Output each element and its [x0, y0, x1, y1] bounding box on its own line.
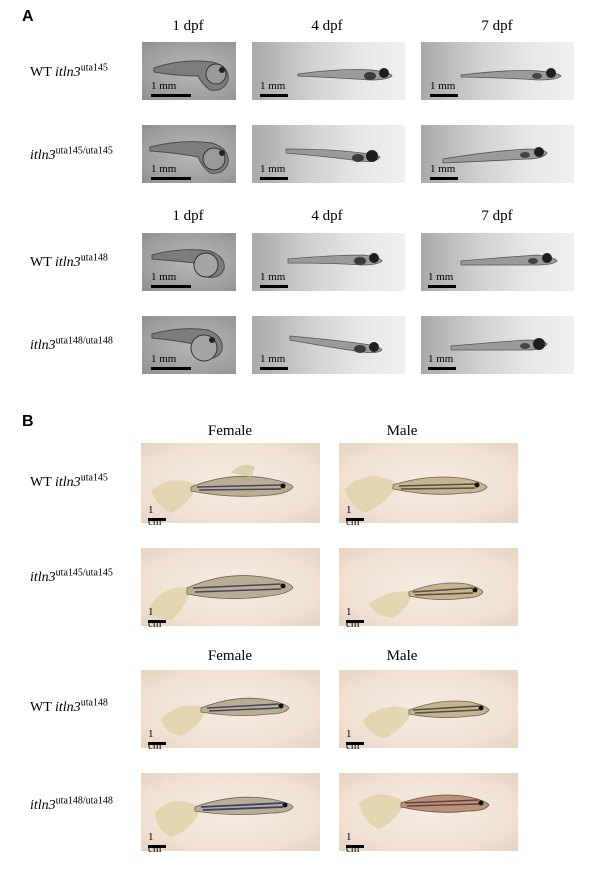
embryo-image-mut148-1dpf — [142, 316, 236, 374]
larva-image-mut148-7dpf — [421, 316, 574, 374]
scale-bar-a11: 1 mm — [260, 353, 288, 370]
panel-a-letter: A — [22, 8, 34, 25]
scale-bar-a7: 1 mm — [151, 271, 191, 288]
larva-image-mut145-4dpf — [252, 125, 405, 183]
scale-bar-b5: 1 cm — [148, 728, 166, 752]
col-label-4dpf: 4 dpf — [311, 18, 343, 34]
scale-bar-a5: 1 mm — [260, 163, 288, 180]
scale-bar-a8: 1 mm — [260, 271, 288, 288]
fish-image-wt148-female — [141, 670, 320, 748]
scale-bar-a1: 1 mm — [151, 80, 191, 97]
col-label-7dpf: 7 dpf — [481, 18, 513, 34]
col-label-7dpf-2: 7 dpf — [481, 208, 513, 224]
scale-bar-b2: 1 cm — [346, 504, 364, 528]
scale-bar-a10: 1 mm — [151, 353, 191, 370]
scale-bar-b8: 1 cm — [346, 831, 364, 855]
embryo-image-mut145-1dpf — [142, 125, 236, 183]
scale-bar-a6: 1 mm — [430, 163, 458, 180]
fish-image-mut145-female — [141, 548, 320, 626]
col-label-male-2: Male — [386, 648, 418, 664]
row-label-a-wt148: WT itln3uta148 — [30, 252, 108, 270]
fish-image-wt145-female — [141, 443, 320, 523]
row-label-b-wt148: WT itln3uta148 — [30, 697, 108, 715]
fish-image-mut145-male — [339, 548, 518, 626]
row-label-a-mut148: itln3uta148/uta148 — [30, 335, 113, 353]
larva-image-wt148-7dpf — [421, 233, 574, 291]
col-label-male: Male — [386, 423, 418, 439]
scale-bar-a2: 1 mm — [260, 80, 288, 97]
col-label-female-2: Female — [207, 648, 253, 664]
scale-bar-b7: 1 cm — [148, 831, 166, 855]
col-label-female: Female — [207, 423, 253, 439]
col-label-1dpf-2: 1 dpf — [172, 208, 204, 224]
panel-b-letter: B — [22, 413, 34, 430]
row-label-a-mut145: itln3uta145/uta145 — [30, 145, 113, 163]
larva-image-mut145-7dpf — [421, 125, 574, 183]
scale-bar-a12: 1 mm — [428, 353, 456, 370]
fish-image-mut148-male — [339, 773, 518, 851]
row-label-b-mut148: itln3uta148/uta148 — [30, 795, 113, 813]
scale-bar-b1: 1 cm — [148, 504, 166, 528]
row-label-b-wt145: WT itln3uta145 — [30, 472, 108, 490]
larva-image-wt145-7dpf — [421, 42, 574, 100]
scale-bar-b4: 1 cm — [346, 606, 364, 630]
larva-image-mut148-4dpf — [252, 316, 405, 374]
col-label-4dpf-2: 4 dpf — [311, 208, 343, 224]
fish-image-mut148-female — [141, 773, 320, 851]
fish-image-wt148-male — [339, 670, 518, 748]
scale-bar-a4: 1 mm — [151, 163, 191, 180]
scale-bar-a9: 1 mm — [428, 271, 456, 288]
larva-image-wt148-4dpf — [252, 233, 405, 291]
embryo-image-wt145-1dpf — [142, 42, 236, 100]
scale-bar-a3: 1 mm — [430, 80, 458, 97]
row-label-a-wt145: WT itln3uta145 — [30, 62, 108, 80]
embryo-image-wt148-1dpf — [142, 233, 236, 291]
scale-bar-b6: 1 cm — [346, 728, 364, 752]
larva-image-wt145-4dpf — [252, 42, 405, 100]
scale-bar-b3: 1 cm — [148, 606, 166, 630]
row-label-b-mut145: itln3uta145/uta145 — [30, 567, 113, 585]
col-label-1dpf: 1 dpf — [172, 18, 204, 34]
fish-image-wt145-male — [339, 443, 518, 523]
